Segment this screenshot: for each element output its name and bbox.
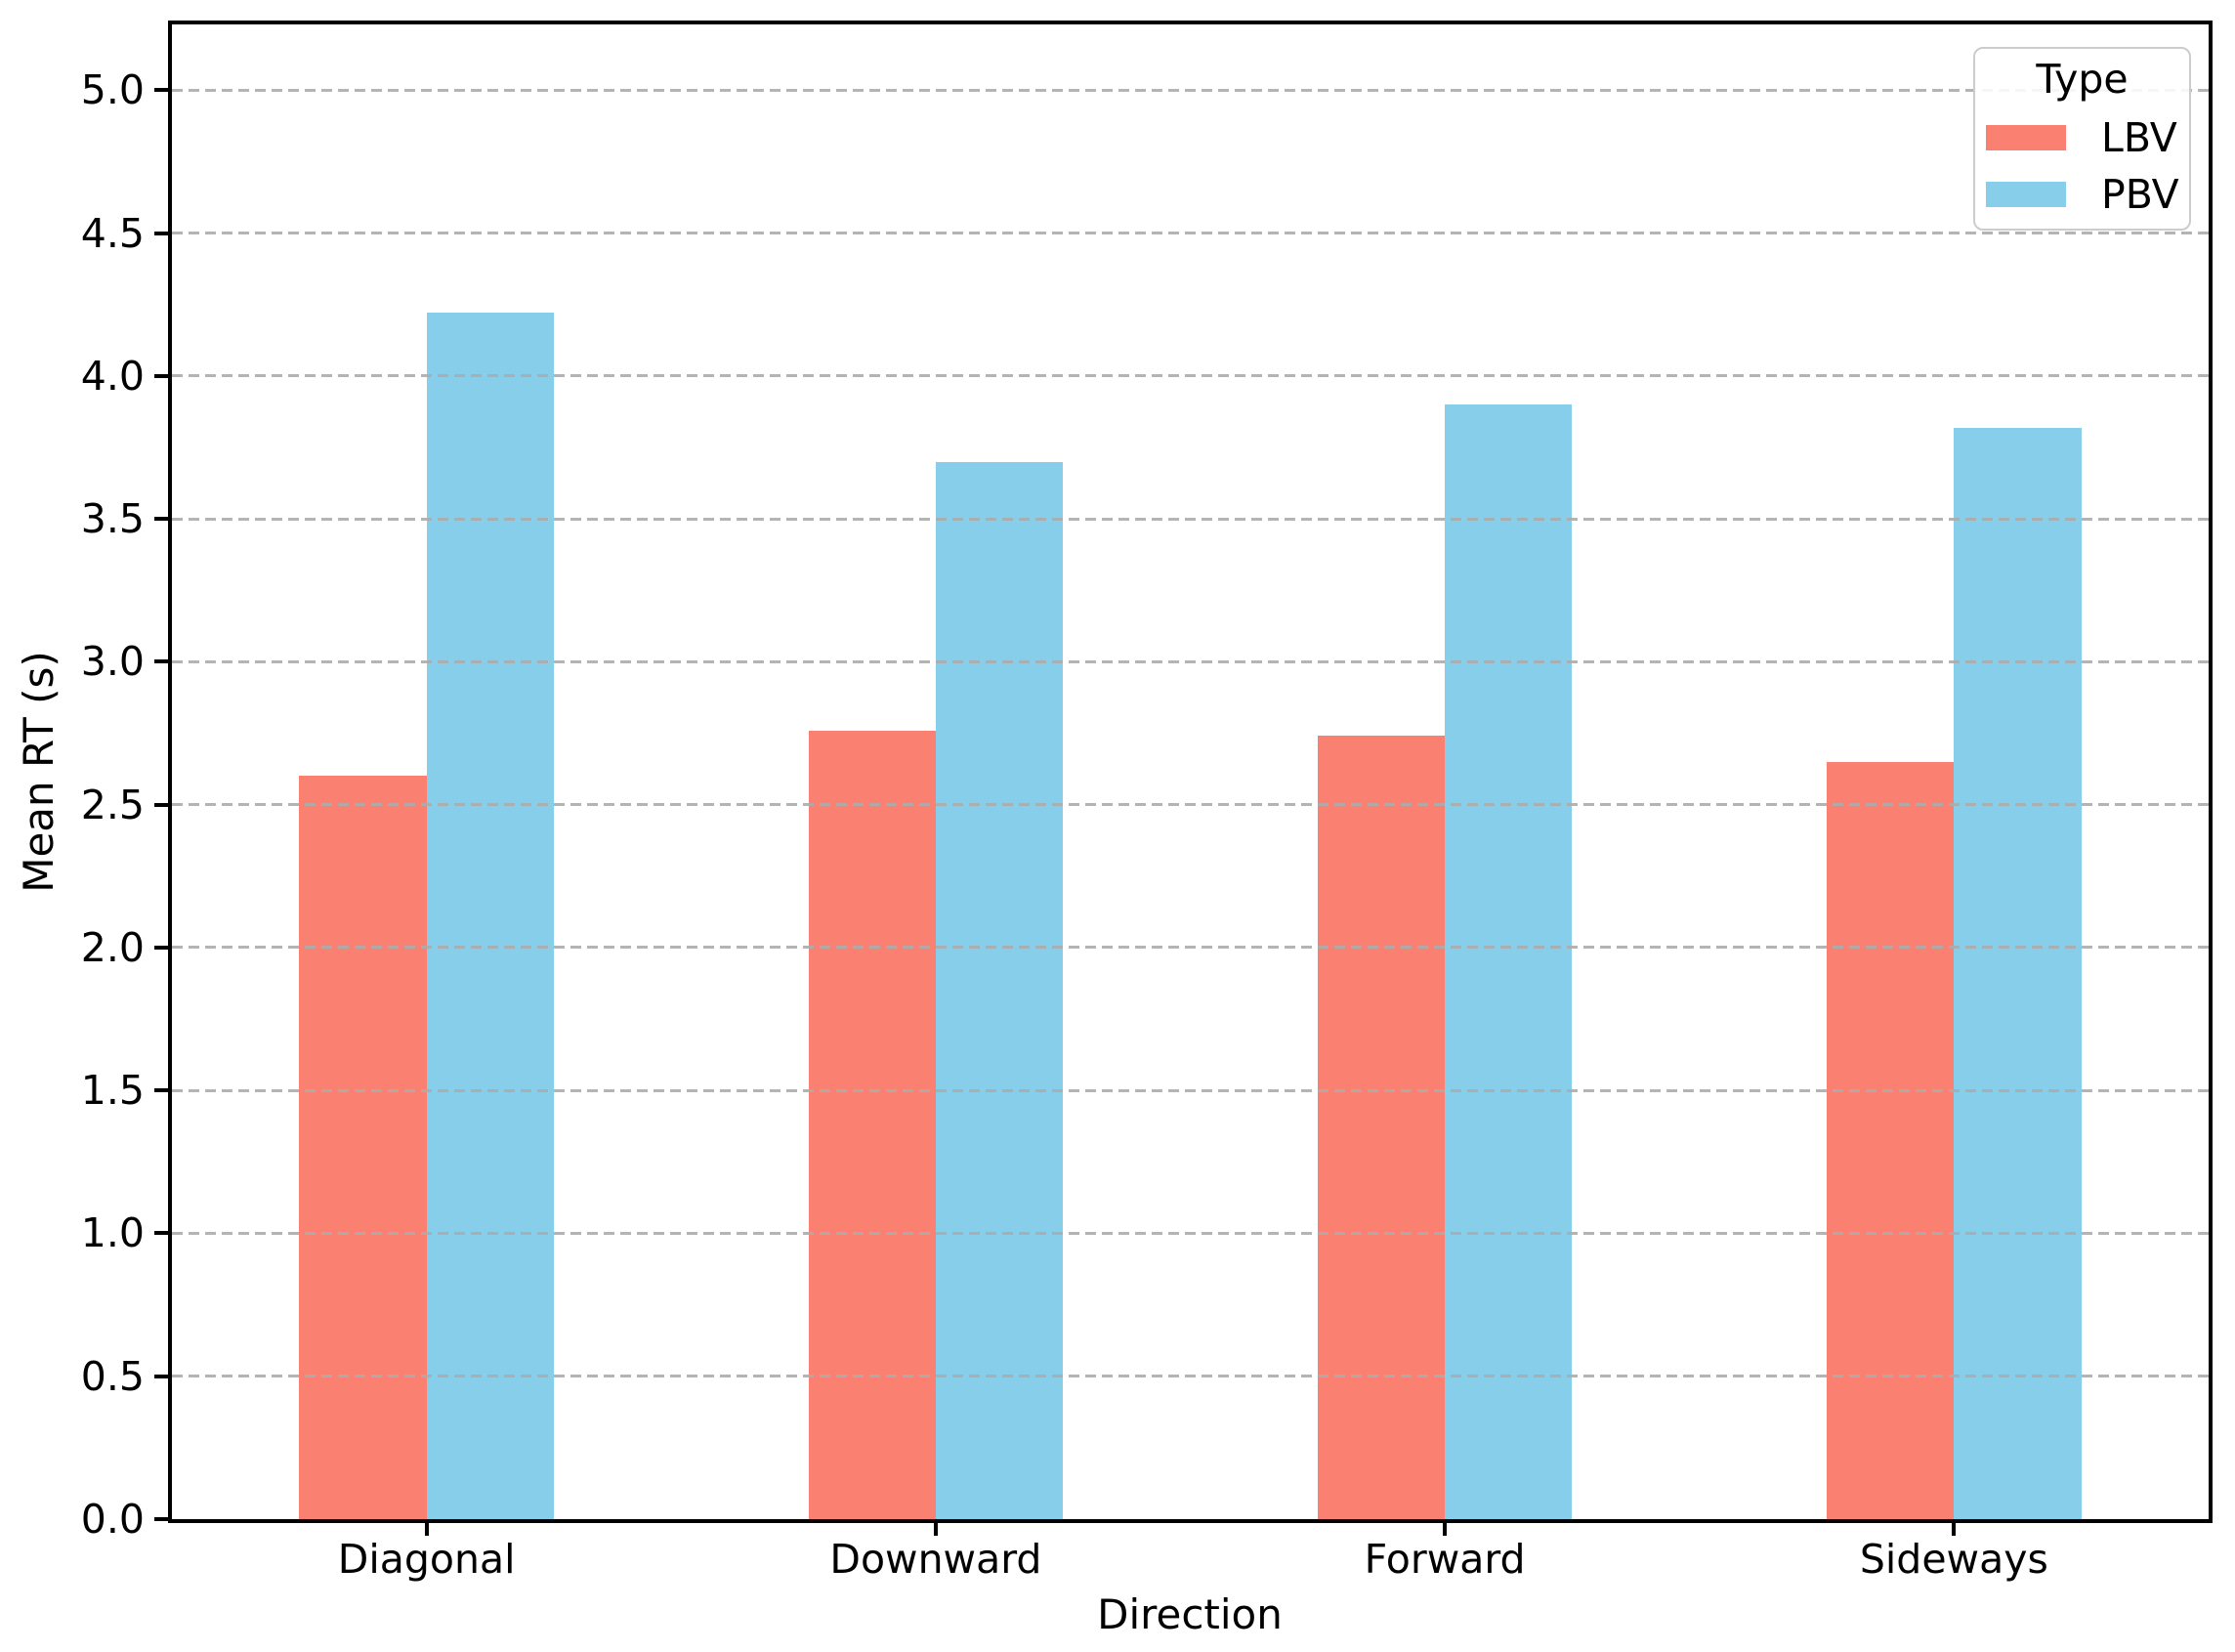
y-tick-label-3.0: 3.0 — [80, 638, 145, 686]
legend-title: Type — [2036, 56, 2129, 103]
y-tick-label-4.5: 4.5 — [80, 209, 145, 257]
y-tick-mark-4.5 — [154, 231, 172, 235]
x-tick-mark-downward — [933, 1519, 938, 1536]
legend-swatch-lbv — [1986, 125, 2066, 150]
gridline-2.5 — [172, 803, 2209, 807]
y-tick-mark-4.0 — [154, 373, 172, 378]
x-axis-label: Direction — [1097, 1590, 1283, 1638]
legend-entry-pbv: PBV — [1975, 166, 2189, 223]
legend-swatch-pbv — [1986, 182, 2066, 207]
y-axis-label: Mean RT (s) — [15, 651, 63, 893]
x-tick-label-diagonal: Diagonal — [337, 1536, 516, 1583]
bar-diagonal-lbv — [299, 776, 427, 1519]
gridline-4.5 — [172, 232, 2209, 235]
x-tick-mark-diagonal — [424, 1519, 429, 1536]
y-tick-mark-3.5 — [154, 517, 172, 522]
plot-area — [168, 21, 2213, 1523]
gridline-3.5 — [172, 517, 2209, 521]
bar-downward-pbv — [935, 461, 1064, 1519]
gridline-1.5 — [172, 1088, 2209, 1092]
y-tick-label-2.0: 2.0 — [80, 923, 145, 971]
y-tick-mark-2.0 — [154, 945, 172, 950]
bar-downward-lbv — [808, 730, 936, 1519]
y-tick-label-5.0: 5.0 — [80, 66, 145, 114]
y-tick-label-2.5: 2.5 — [80, 781, 145, 828]
y-tick-mark-0.5 — [154, 1374, 172, 1378]
gridline-3.0 — [172, 659, 2209, 663]
x-tick-mark-forward — [1443, 1519, 1448, 1536]
gridline-1.0 — [172, 1231, 2209, 1235]
bar-sideways-lbv — [1827, 761, 1955, 1519]
y-tick-mark-2.5 — [154, 802, 172, 807]
y-tick-label-3.5: 3.5 — [80, 495, 145, 543]
x-tick-mark-sideways — [1952, 1519, 1957, 1536]
y-tick-mark-0.0 — [154, 1517, 172, 1521]
gridline-5.0 — [172, 88, 2209, 92]
legend-label-pbv: PBV — [2101, 171, 2179, 218]
y-tick-mark-5.0 — [154, 88, 172, 93]
y-tick-mark-1.5 — [154, 1088, 172, 1093]
gridline-2.0 — [172, 946, 2209, 950]
x-tick-label-downward: Downward — [829, 1536, 1042, 1583]
bar-diagonal-pbv — [426, 313, 554, 1519]
gridline-4.0 — [172, 374, 2209, 378]
y-tick-mark-1.0 — [154, 1231, 172, 1236]
legend-entries: LBV PBV — [1975, 109, 2189, 223]
x-tick-label-sideways: Sideways — [1859, 1536, 2048, 1583]
bar-sideways-pbv — [1954, 427, 2082, 1519]
x-tick-label-forward: Forward — [1364, 1536, 1526, 1583]
y-tick-mark-3.0 — [154, 659, 172, 664]
y-tick-label-4.0: 4.0 — [80, 352, 145, 400]
bar-forward-pbv — [1445, 404, 1573, 1519]
legend: Type LBV PBV — [1973, 47, 2191, 231]
legend-entry-lbv: LBV — [1975, 109, 2189, 166]
legend-label-lbv: LBV — [2101, 114, 2177, 161]
y-tick-label-1.5: 1.5 — [80, 1067, 145, 1115]
y-tick-label-1.0: 1.0 — [80, 1209, 145, 1257]
gridline-0.5 — [172, 1375, 2209, 1378]
bar-forward-lbv — [1317, 736, 1446, 1519]
y-tick-label-0.0: 0.0 — [80, 1496, 145, 1543]
y-tick-label-0.5: 0.5 — [80, 1352, 145, 1400]
